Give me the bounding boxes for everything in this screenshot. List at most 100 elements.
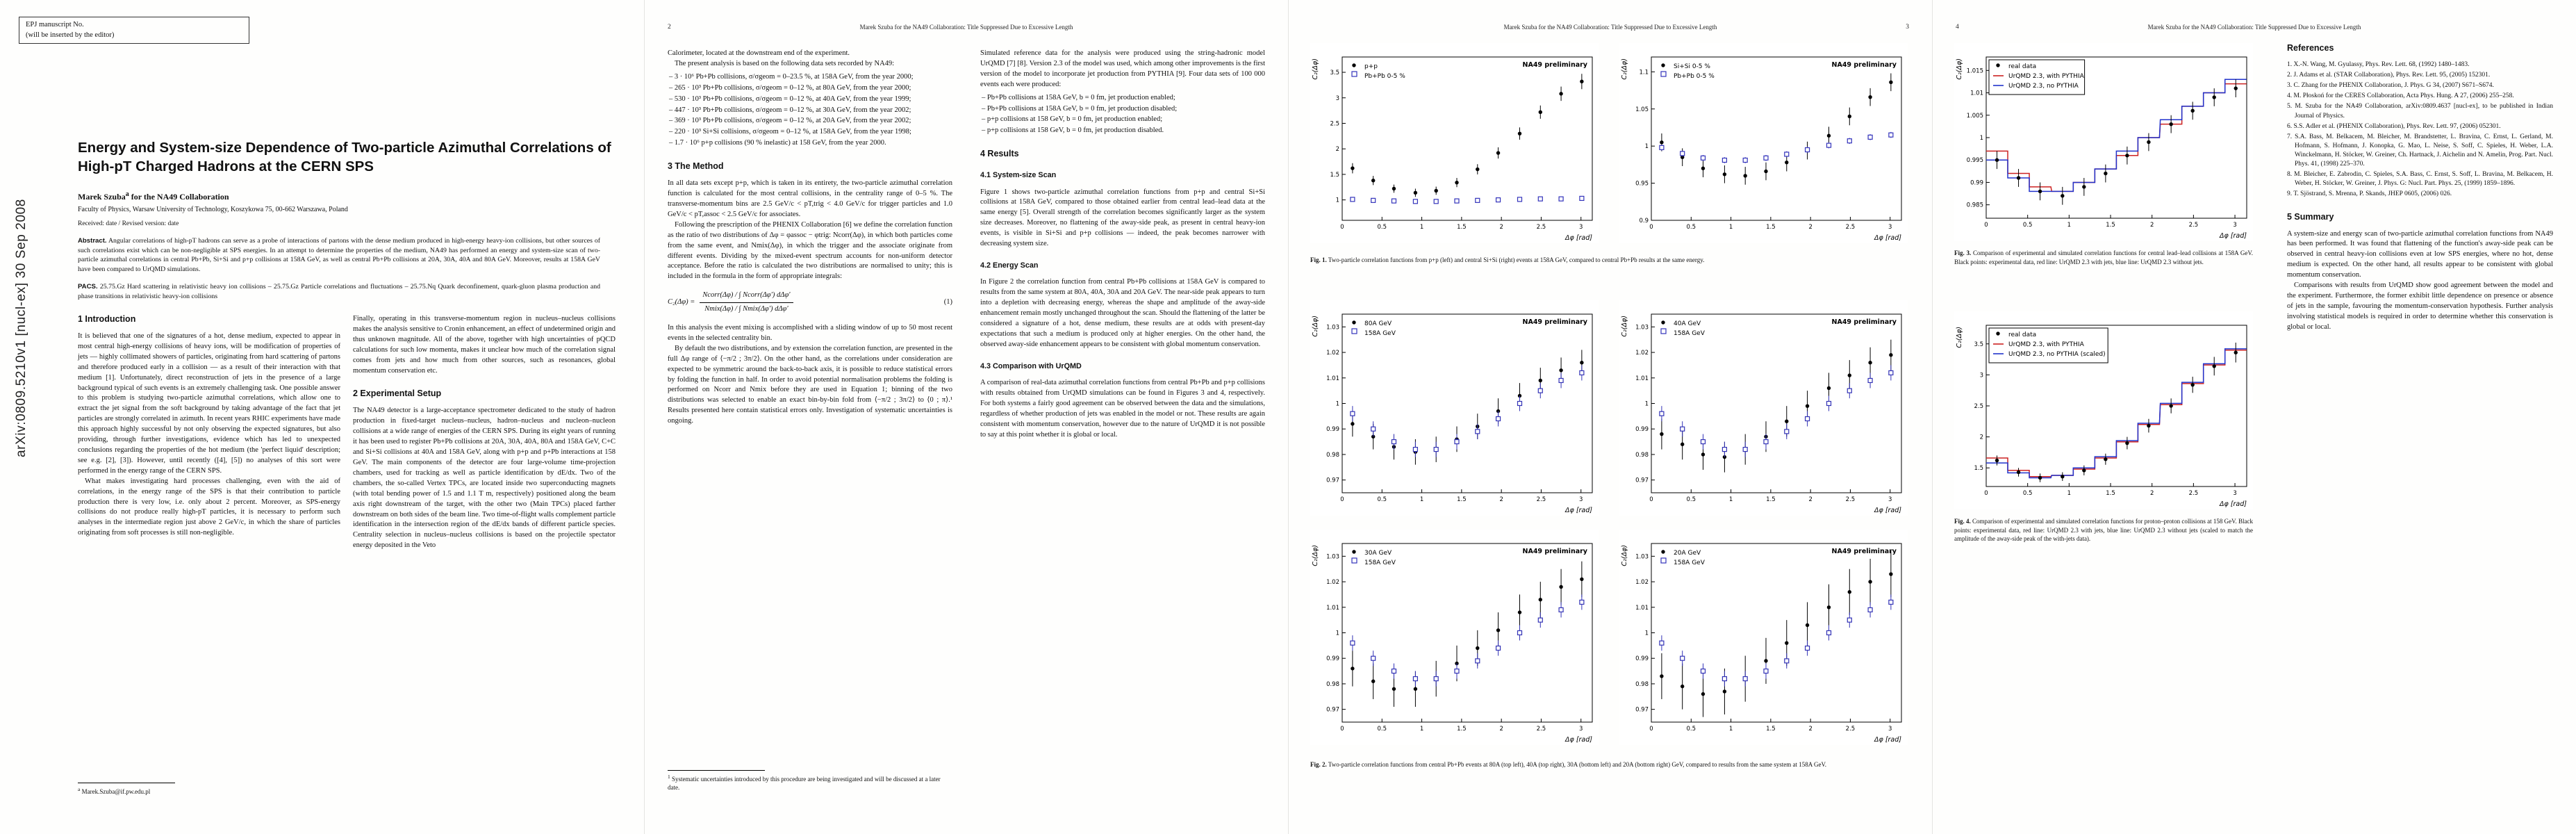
dataset-item: – 220 · 10³ Si+Si collisions, σ/σgeom = …: [669, 128, 911, 136]
simulation-item: – p+p collisions at 158 GeV, b = 0 fm, j…: [982, 126, 1164, 135]
svg-text:1.02: 1.02: [1326, 350, 1339, 357]
fig2-caption-label: Fig. 2.: [1310, 761, 1327, 768]
svg-text:Pb+Pb 0-5 %: Pb+Pb 0-5 %: [1364, 73, 1405, 80]
svg-text:Δφ [rad]: Δφ [rad]: [1564, 736, 1592, 744]
summary-paragraph-1: A system-size and energy scan of two-par…: [2287, 229, 2553, 279]
author-footnote-mark: a: [125, 190, 129, 198]
svg-text:30A GeV: 30A GeV: [1364, 550, 1392, 557]
svg-text:2.5: 2.5: [1537, 496, 1546, 503]
method-paragraph-4: By default the two distributions, and by…: [668, 344, 952, 425]
page4-right-column: References 1. X.-N. Wang, M. Gyulassy, P…: [2287, 43, 2553, 333]
page-number: 4: [1956, 24, 1959, 31]
svg-text:1.5: 1.5: [1457, 224, 1467, 231]
summary-paragraph-2: Comparisons with results from UrQMD show…: [2287, 281, 2553, 331]
svg-text:3: 3: [1579, 726, 1583, 733]
svg-text:C₂(Δφ): C₂(Δφ): [1956, 327, 1963, 348]
svg-text:2.5: 2.5: [1846, 496, 1856, 503]
svg-text:Si+Si 0-5 %: Si+Si 0-5 %: [1674, 63, 1710, 70]
svg-text:0.5: 0.5: [1687, 496, 1696, 503]
svg-text:Pb+Pb 0-5 %: Pb+Pb 0-5 %: [1674, 73, 1715, 80]
abstract: Abstract. Angular correlations of high-p…: [78, 236, 600, 274]
svg-text:1.5: 1.5: [1974, 465, 1983, 472]
svg-text:NA49 preliminary: NA49 preliminary: [1832, 548, 1897, 555]
svg-text:158A GeV: 158A GeV: [1364, 559, 1396, 566]
svg-text:1.5: 1.5: [1457, 726, 1467, 733]
setup-paragraph: The NA49 detector is a large-acceptance …: [353, 407, 616, 550]
dataset-item: – 369 · 10³ Pb+Pb collisions, σ/σgeom = …: [669, 117, 911, 125]
svg-text:1: 1: [1420, 496, 1423, 503]
abstract-label: Abstract.: [78, 237, 107, 245]
page-2: 2 Marek Szuba for the NA49 Collaboration…: [644, 0, 1288, 834]
svg-text:0.5: 0.5: [1378, 224, 1387, 231]
pacs-text: 25.75.Gz Hard scattering in relativistic…: [78, 283, 600, 300]
footnote-mark: 1: [668, 774, 670, 780]
svg-text:2.5: 2.5: [1537, 726, 1546, 733]
svg-text:2: 2: [1336, 146, 1339, 153]
intro-paragraph-3: Finally, operating in this transverse-mo…: [353, 315, 616, 375]
svg-text:1: 1: [2067, 222, 2071, 229]
fig3-caption-label: Fig. 3.: [1954, 250, 1972, 256]
svg-text:1.02: 1.02: [1635, 579, 1649, 586]
fig2-caption: Fig. 2. Two-particle correlation functio…: [1310, 760, 1908, 769]
dataset-item: – 530 · 10³ Pb+Pb collisions, σ/σgeom = …: [669, 95, 911, 103]
svg-text:UrQMD 2.3, no PYTHIA: UrQMD 2.3, no PYTHIA: [2008, 83, 2079, 90]
svg-text:0.99: 0.99: [1326, 426, 1339, 433]
abstract-text: Angular correlations of high-pT hadrons …: [78, 237, 600, 273]
dataset-item: – 3 · 10⁶ Pb+Pb collisions, σ/σgeom = 0–…: [669, 72, 914, 81]
svg-text:0: 0: [1649, 224, 1653, 231]
section-4-2-heading: 4.2 Energy Scan: [980, 261, 1039, 270]
page-4: 4 Marek Szuba for the NA49 Collaboration…: [1932, 0, 2576, 834]
svg-text:1: 1: [1645, 143, 1649, 150]
reference-item: 4. M. Płoskoń for the CERES Collaboratio…: [2287, 92, 2514, 100]
svg-text:0.95: 0.95: [1635, 181, 1649, 188]
svg-text:0.97: 0.97: [1635, 707, 1649, 714]
simulation-list: – Pb+Pb collisions at 158A GeV, b = 0 fm…: [982, 93, 1265, 137]
section-4-heading: 4 Results: [980, 149, 1019, 159]
fig4-caption-label: Fig. 4.: [1954, 518, 1971, 525]
author-name: Marek Szuba: [78, 192, 126, 202]
svg-text:0: 0: [1984, 490, 1988, 497]
fig2-caption-text: Two-particle correlation functions from …: [1326, 761, 1827, 768]
svg-text:NA49 preliminary: NA49 preliminary: [1523, 318, 1588, 326]
dataset-item: – 1.7 · 10⁶ p+p collisions (90 % inelast…: [669, 139, 886, 147]
svg-text:0: 0: [1649, 496, 1653, 503]
manuscript-note-line2: (will be inserted by the editor): [26, 31, 115, 39]
svg-text:1: 1: [2067, 490, 2071, 497]
affiliation: Faculty of Physics, Warsaw University of…: [78, 206, 348, 213]
equation-denominator: Nmix(Δφ) / ∫ Nmix(Δφ′) dΔφ′: [704, 305, 789, 313]
svg-text:2: 2: [1499, 726, 1503, 733]
svg-text:NA49 preliminary: NA49 preliminary: [1832, 318, 1897, 326]
section-4-1-heading: 4.1 System-size Scan: [980, 171, 1057, 180]
svg-text:NA49 preliminary: NA49 preliminary: [1832, 61, 1897, 69]
svg-text:NA49 preliminary: NA49 preliminary: [1523, 548, 1588, 555]
svg-text:NA49 preliminary: NA49 preliminary: [1523, 61, 1588, 69]
svg-text:3: 3: [1888, 496, 1892, 503]
svg-text:1.03: 1.03: [1326, 553, 1339, 560]
svg-text:3: 3: [1579, 496, 1583, 503]
svg-text:2: 2: [1808, 224, 1812, 231]
energy-scan-paragraph: In Figure 2 the correlation function fro…: [980, 278, 1265, 348]
svg-text:2: 2: [2150, 222, 2154, 229]
fig2-20gev-plot: 0 0.5 1 1.5 2 2.5 3 0.97 0.98 0.99 1 1.01 1.02 1.03 Δφ…: [1619, 530, 1908, 745]
arxiv-stamp: arXiv:0809.5210v1 [nucl-ex] 30 Sep 2008: [14, 199, 28, 457]
method-paragraph-2: Following the prescription of the PHENIX…: [668, 220, 952, 281]
svg-text:2.5: 2.5: [1537, 224, 1546, 231]
svg-text:1.01: 1.01: [1970, 90, 1983, 97]
equation-number: (1): [943, 298, 952, 306]
running-header: Marek Szuba for the NA49 Collaboration: …: [859, 24, 1073, 31]
svg-text:2: 2: [1980, 434, 1983, 441]
fig2-80gev-plot: 0 0.5 1 1.5 2 2.5 3 0.97 0.98 0.99 1 1.01 1.02 1.03 Δφ…: [1310, 300, 1599, 516]
svg-text:1: 1: [1336, 401, 1339, 408]
svg-text:Δφ [rad]: Δφ [rad]: [1874, 736, 1901, 744]
svg-text:1.03: 1.03: [1326, 324, 1339, 331]
svg-text:1.5: 1.5: [2106, 222, 2115, 229]
paper-title: Energy and System-size Dependence of Two…: [78, 140, 611, 174]
reference-item: 3. C. Zhang for the PHENIX Collaboration…: [2287, 82, 2494, 90]
page-number: 2: [668, 24, 671, 31]
svg-text:C₂(Δφ): C₂(Δφ): [1621, 58, 1628, 80]
pacs-block: PACS. 25.75.Gz Hard scattering in relati…: [78, 282, 600, 301]
method-footnote: 1 Systematic uncertainties introduced by…: [668, 770, 952, 792]
svg-text:C₂(Δφ): C₂(Δφ): [1621, 545, 1628, 566]
svg-text:UrQMD 2.3, with PYTHIA: UrQMD 2.3, with PYTHIA: [2008, 73, 2085, 80]
fig3-caption: Fig. 3. Comparison of experimental and s…: [1954, 249, 2253, 266]
